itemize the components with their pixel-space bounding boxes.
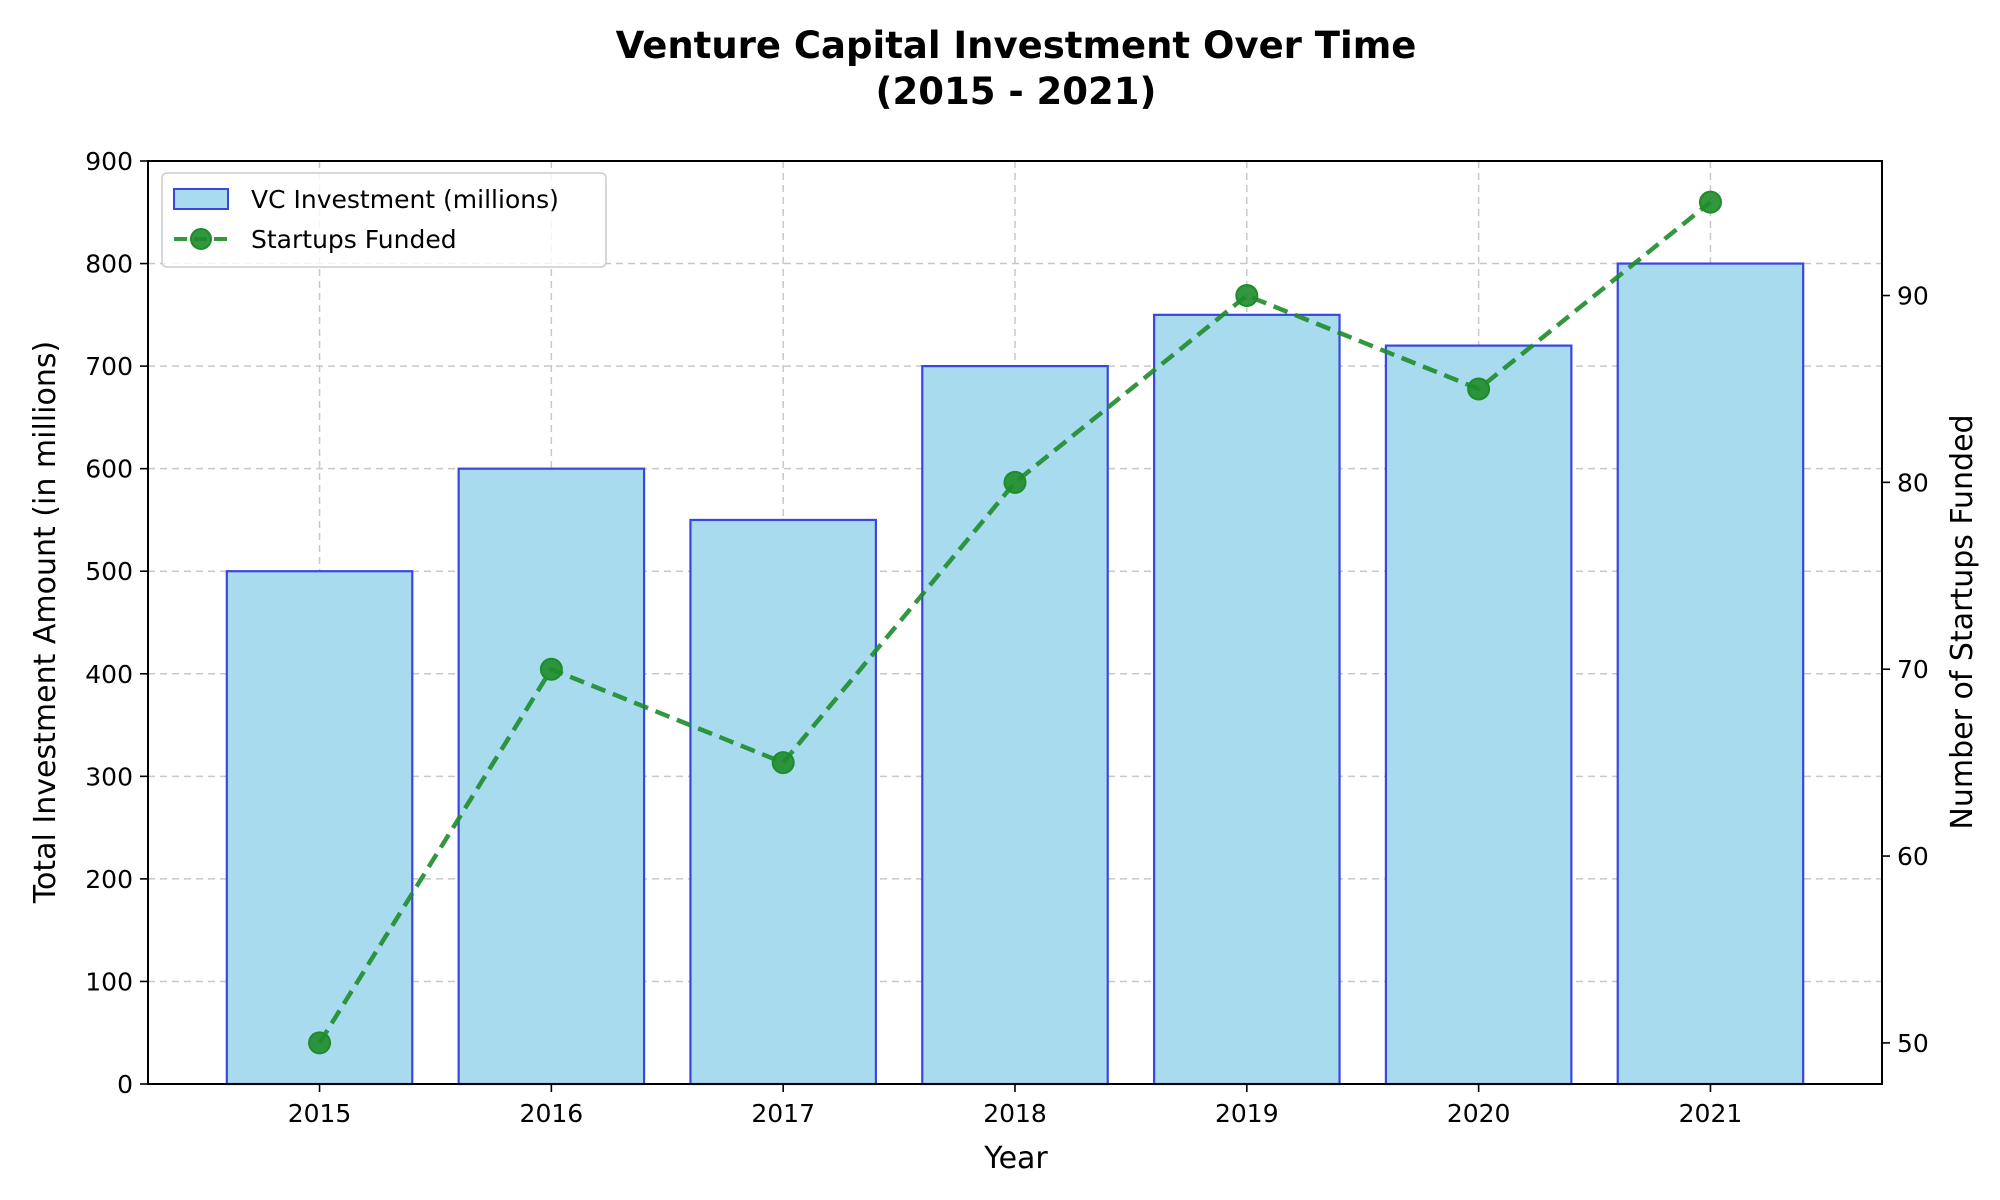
x-axis-label: Year [983, 1141, 1048, 1176]
x-tick-label: 2021 [1679, 1099, 1743, 1128]
bar-2021 [1616, 262, 1805, 1086]
startups-point-2018 [1003, 470, 1027, 494]
legend-label-bar: VC Investment (millions) [251, 185, 559, 214]
y-tick-label: 300 [85, 762, 133, 791]
y2-tick-label: 90 [1897, 282, 1929, 311]
x-tick-label: 2020 [1447, 1099, 1511, 1128]
x-tick-label: 2019 [1215, 1099, 1279, 1128]
y2-tick-label: 70 [1897, 655, 1929, 684]
startups-point-2020 [1467, 377, 1491, 401]
bar-2016 [457, 467, 646, 1086]
y2-axis-label: Number of Startups Funded [1945, 414, 1980, 829]
legend-swatch-marker [190, 228, 212, 250]
line-layer [308, 190, 1722, 1055]
y-tick-label: 900 [85, 147, 133, 176]
chart-title-line1: Venture Capital Investment Over Time [616, 24, 1417, 67]
y-axis-label: Total Investment Amount (in millions) [28, 341, 63, 904]
x-tick-label: 2018 [983, 1099, 1047, 1128]
y-tick-label: 100 [85, 967, 133, 996]
bar-2017 [689, 518, 878, 1086]
y-tick-label: 400 [85, 660, 133, 689]
legend-swatch-bar [173, 188, 229, 210]
legend-label-line: Startups Funded [251, 225, 457, 254]
bar-2020 [1384, 344, 1573, 1086]
y2-tick-label: 80 [1897, 468, 1929, 497]
bar-2019 [1152, 313, 1341, 1086]
x-tick-label: 2015 [288, 1099, 352, 1128]
startups-point-2016 [539, 657, 563, 681]
startups-point-2021 [1698, 190, 1722, 214]
bars-layer [225, 262, 1805, 1086]
chart-title-line2: (2015 - 2021) [876, 70, 1157, 113]
axes-layer: 2015 2016 2017 2018 2019 2020 2021 0 100 200 300 40… [85, 147, 1929, 1128]
y-tick-label: 0 [117, 1070, 133, 1099]
y-tick-label: 200 [85, 865, 133, 894]
y2-tick-label: 60 [1897, 842, 1929, 871]
startups-point-2019 [1235, 284, 1259, 308]
legend: VC Investment (millions) Startups Funded [161, 172, 607, 268]
x-tick-label: 2016 [520, 1099, 584, 1128]
y2-tick-label: 50 [1897, 1029, 1929, 1058]
startups-point-2017 [771, 751, 795, 775]
x-tick-label: 2017 [751, 1099, 815, 1128]
y-tick-label: 700 [85, 352, 133, 381]
y-tick-label: 800 [85, 250, 133, 279]
y-tick-label: 600 [85, 455, 133, 484]
startups-point-2015 [308, 1031, 332, 1055]
legend-frame [161, 172, 607, 268]
bar-2015 [225, 570, 414, 1086]
y-tick-label: 500 [85, 557, 133, 586]
